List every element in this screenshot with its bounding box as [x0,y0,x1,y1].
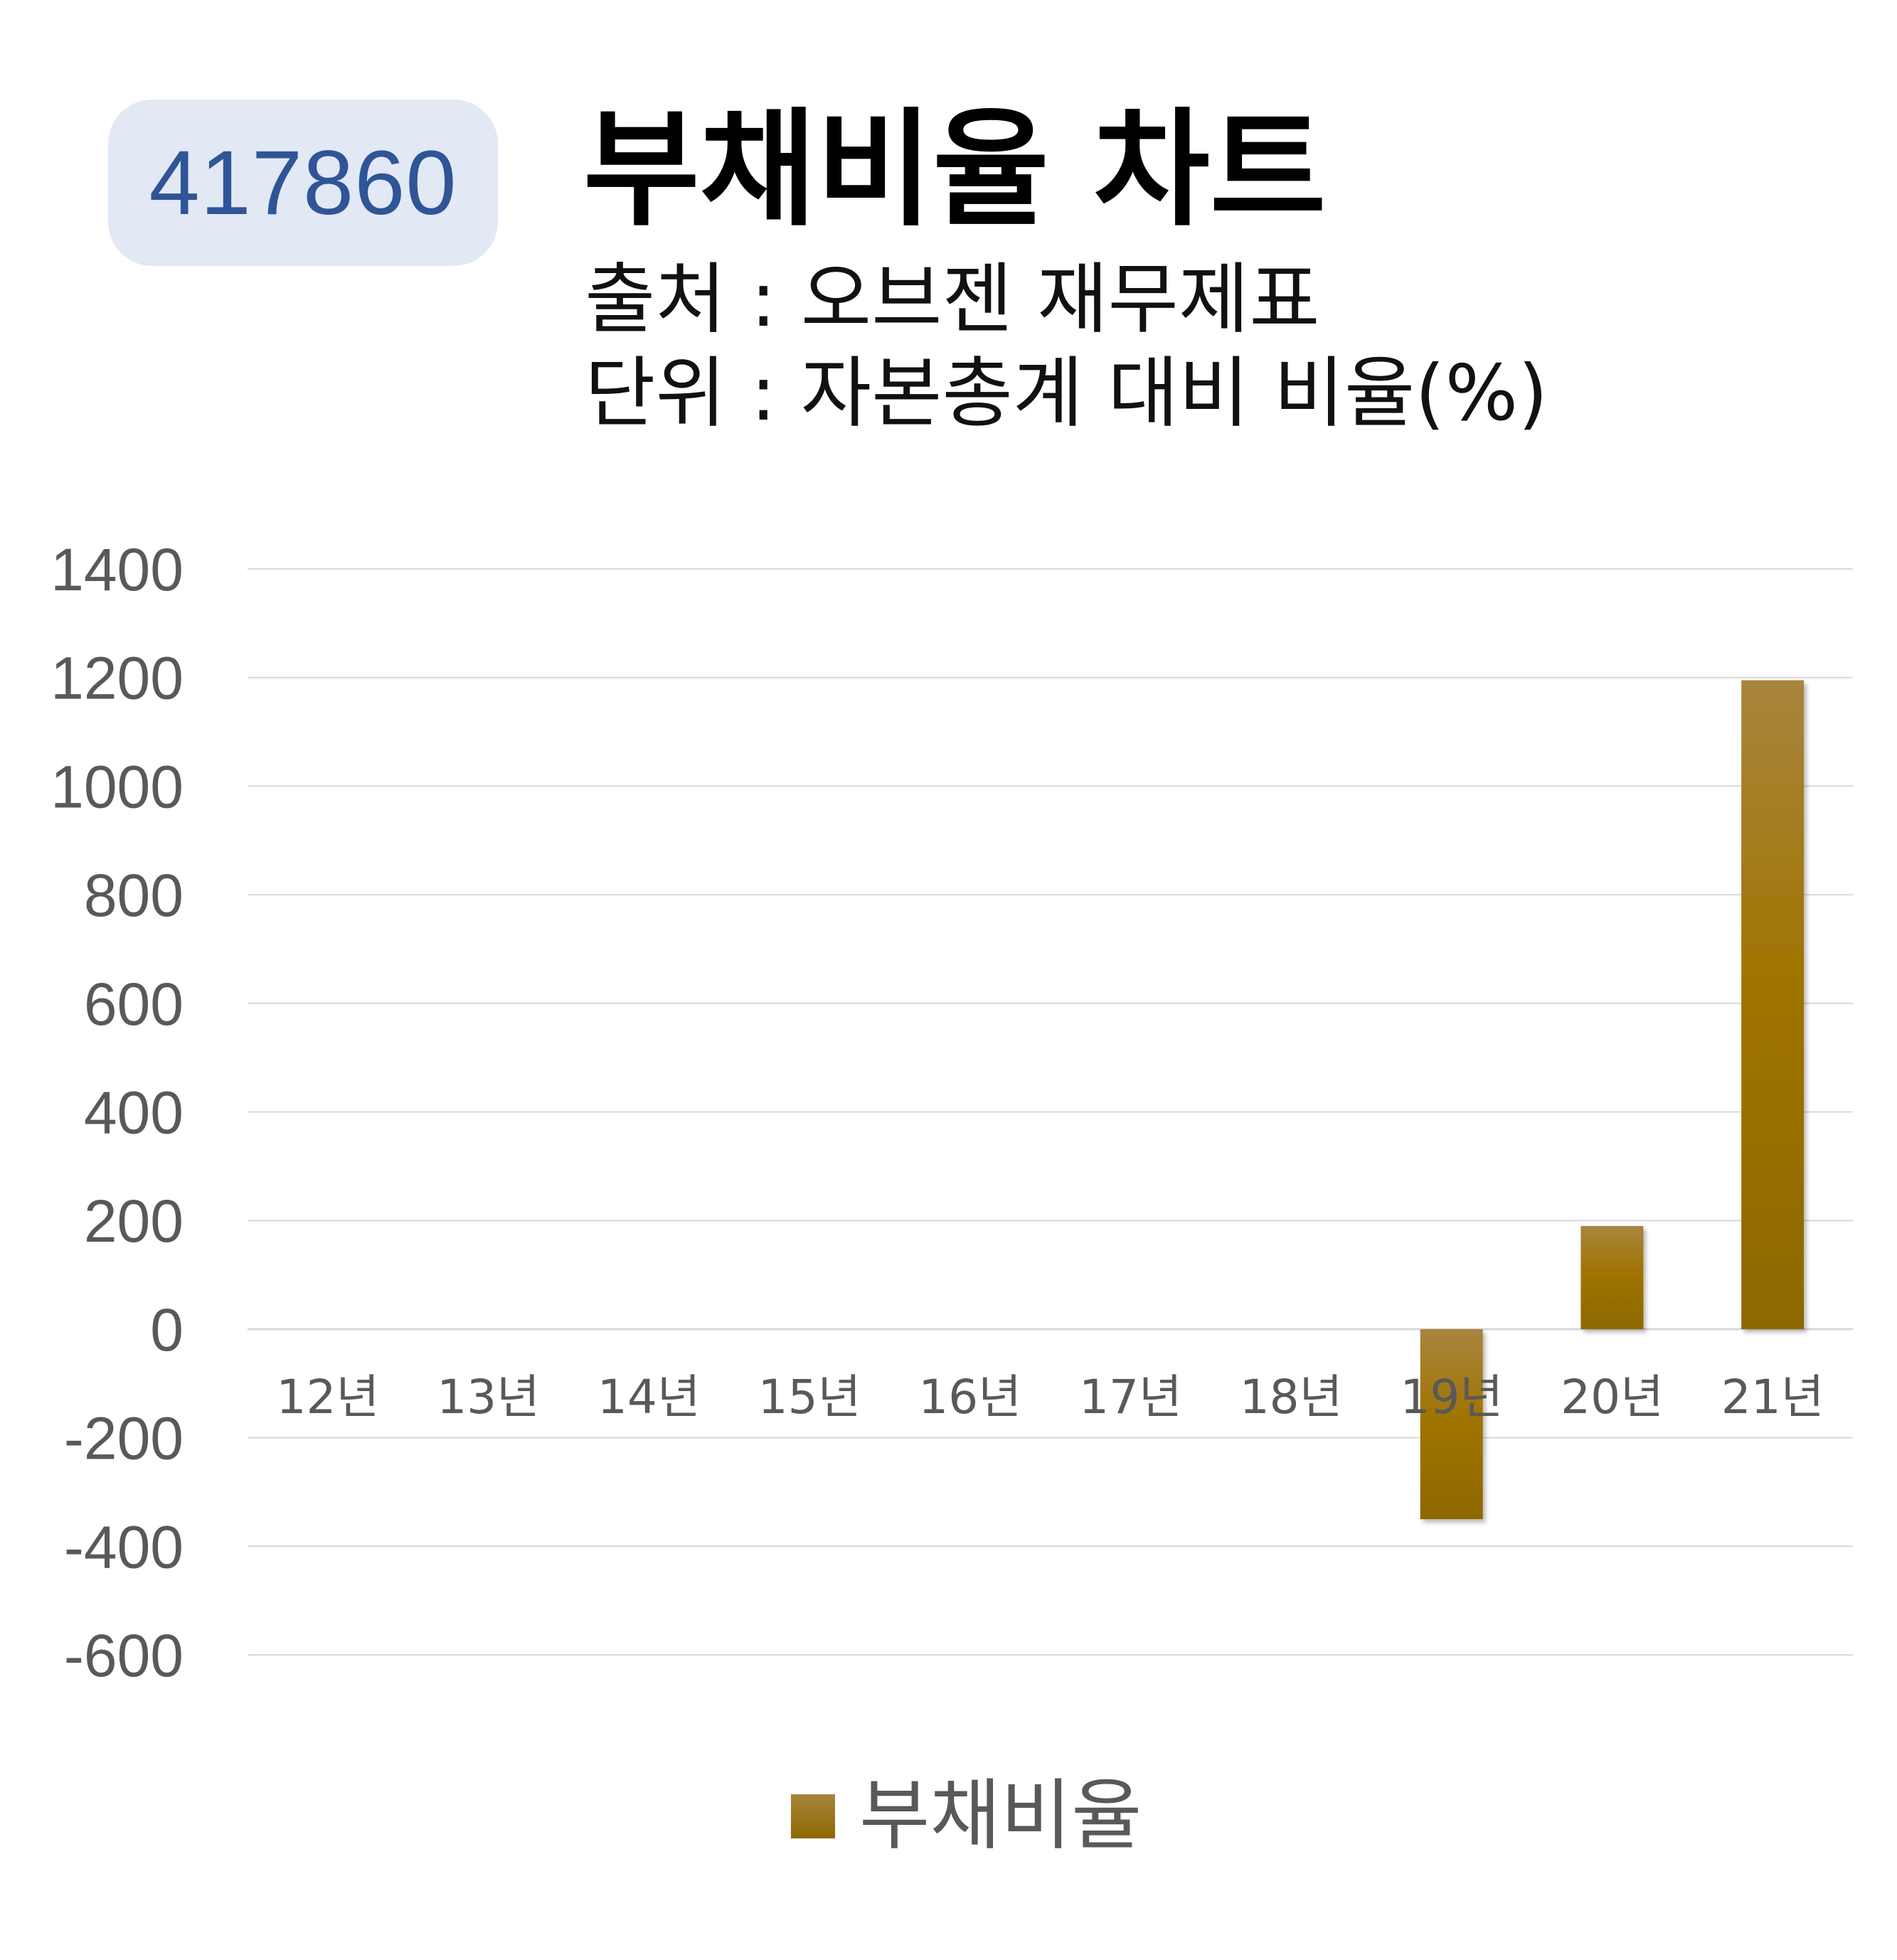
x-tick-label: 21년 [1721,1370,1824,1424]
source-line: 출처 : 오브젠 재무제표 [585,255,1320,344]
x-tick-label: 14년 [597,1370,701,1424]
bar-20년 [1580,1225,1644,1329]
x-tick-label: 18년 [1240,1370,1343,1424]
x-tick-label: 15년 [758,1370,861,1424]
x-tick-label: 13년 [437,1370,540,1424]
legend-label: 부채비율 [859,1772,1142,1860]
bar-21년 [1741,680,1805,1329]
bar-19년 [1420,1328,1483,1520]
gridlines [248,568,1853,1656]
y-tick-label: -400 [64,1513,184,1580]
y-tick-label: 0 [150,1296,184,1363]
x-tick-label: 19년 [1400,1370,1503,1424]
legend: 부채비율 [791,1778,1142,1855]
y-tick-label: 600 [84,971,184,1038]
bars [1420,680,1805,1520]
y-tick-label: 1400 [51,536,184,603]
stock-code: 417860 [149,132,457,234]
y-axis-ticks: 1400 1200 1000 800 600 400 200 0 -200 -400 -600 [51,536,184,1689]
y-tick-label: 200 [84,1188,184,1255]
chart-title: 부채비율 차트 [583,96,1327,243]
y-tick-label: 800 [84,862,184,929]
x-tick-label: 17년 [1079,1370,1182,1424]
x-tick-label: 16년 [918,1370,1021,1424]
x-tick-label: 20년 [1561,1370,1664,1424]
legend-swatch [791,1794,835,1838]
x-axis-ticks: 12년 13년 14년 15년 16년 17년 18년 19년 20년 21년 [276,1370,1824,1424]
unit-line: 단위 : 자본총계 대비 비율(%) [585,349,1548,438]
y-tick-label: -200 [64,1405,184,1472]
y-tick-label: 1000 [51,753,184,820]
stock-code-badge: 417860 [108,100,498,266]
y-tick-label: -600 [64,1622,184,1689]
y-tick-label: 400 [84,1080,184,1146]
x-tick-label: 12년 [276,1370,379,1424]
y-tick-label: 1200 [51,645,184,712]
